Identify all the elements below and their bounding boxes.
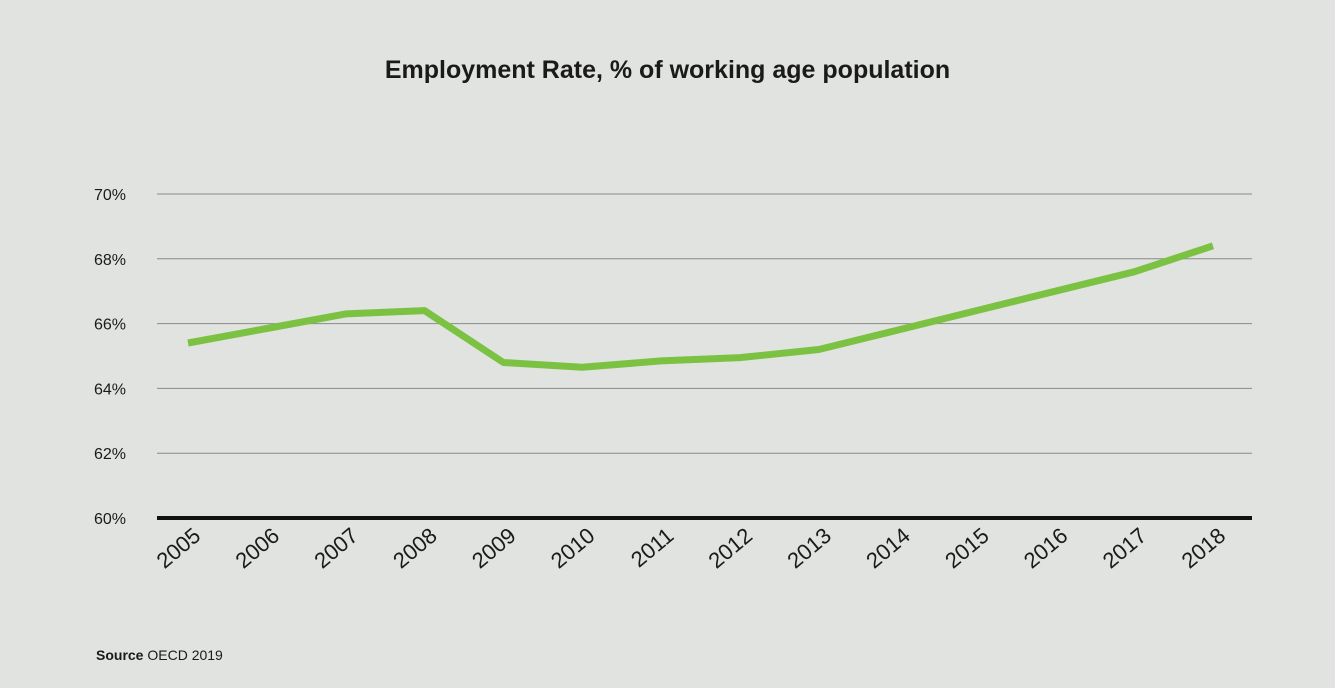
x-tick-label: 2008 xyxy=(388,523,442,574)
x-tick-label: 2005 xyxy=(152,523,206,574)
x-tick-label: 2007 xyxy=(309,523,363,574)
x-tick-label: 2017 xyxy=(1098,523,1152,574)
y-tick-label: 62% xyxy=(94,446,126,463)
x-tick-label: 2015 xyxy=(940,523,994,574)
source-text: OECD 2019 xyxy=(147,647,223,663)
y-tick-label: 64% xyxy=(94,381,126,398)
x-tick-label: 2013 xyxy=(782,523,836,574)
x-tick-label: 2014 xyxy=(861,523,915,574)
x-tick-label: 2016 xyxy=(1019,523,1073,574)
x-tick-label: 2010 xyxy=(546,523,600,574)
series-line xyxy=(187,242,1215,371)
chart-title: Employment Rate, % of working age popula… xyxy=(384,56,951,84)
y-tick-label: 66% xyxy=(94,317,126,334)
x-tick-label: 2006 xyxy=(230,523,284,574)
x-tick-label: 2009 xyxy=(467,523,521,574)
x-tick-label: 2011 xyxy=(626,523,678,573)
source-label: Source xyxy=(96,647,144,663)
x-tick-label: 2012 xyxy=(704,523,758,574)
x-tick-label: 2018 xyxy=(1177,523,1231,574)
source-note: Source OECD 2019 xyxy=(96,647,223,663)
y-tick-label: 60% xyxy=(94,511,126,528)
y-tick-label: 70% xyxy=(94,187,126,204)
y-tick-label: 68% xyxy=(94,252,126,269)
